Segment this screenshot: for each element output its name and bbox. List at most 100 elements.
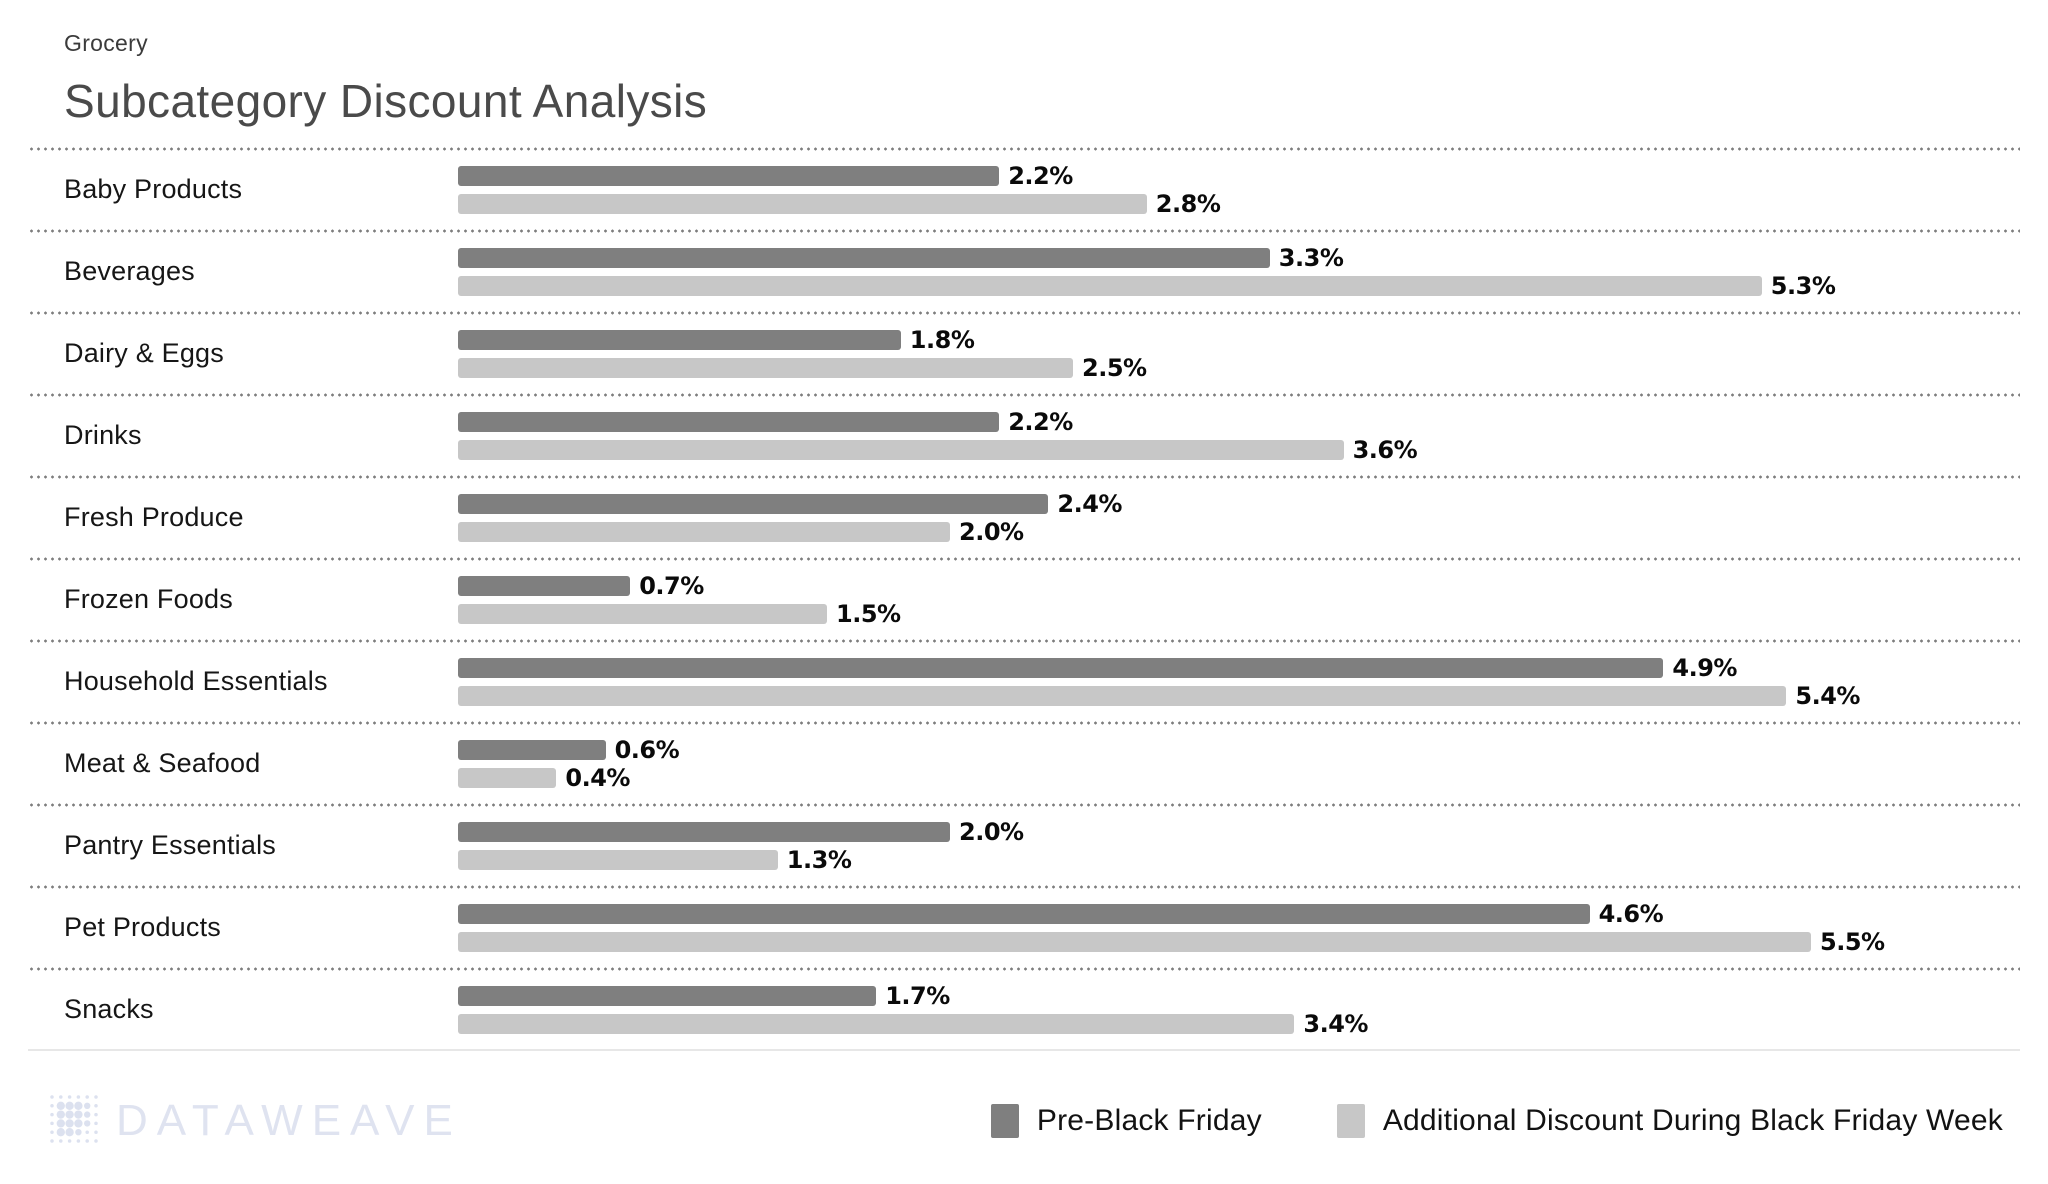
bar-additional-discount bbox=[458, 849, 778, 870]
value-label: 2.8% bbox=[1155, 189, 1221, 218]
category-label: Beverages bbox=[64, 256, 195, 287]
bar-line: 4.9% bbox=[458, 654, 2020, 682]
bar-additional-discount bbox=[458, 603, 827, 624]
bar-group: 1.8% 2.5% bbox=[458, 326, 2020, 382]
value-label: 1.5% bbox=[836, 599, 901, 628]
chart-row: Dairy & Eggs 1.8% 2.5% bbox=[28, 315, 2020, 393]
row-separator bbox=[28, 474, 2020, 479]
row-separator bbox=[28, 884, 2020, 889]
value-label: 5.3% bbox=[1770, 271, 1836, 300]
bar-additional-discount bbox=[458, 357, 1073, 378]
dataweave-wordmark: DATAWEAVE bbox=[116, 1096, 462, 1146]
value-label: 2.0% bbox=[959, 817, 1024, 846]
bar-additional-discount bbox=[458, 193, 1147, 214]
category-label: Pantry Essentials bbox=[64, 830, 276, 861]
bar-line: 2.2% bbox=[458, 162, 2020, 190]
row-separator bbox=[28, 556, 2020, 561]
category-label: Meat & Seafood bbox=[64, 748, 261, 779]
bar-line: 2.4% bbox=[458, 490, 2020, 518]
dataweave-logo: DATAWEAVE bbox=[48, 1093, 462, 1150]
bar-additional-discount bbox=[458, 439, 1344, 460]
bar-line: 4.6% bbox=[458, 900, 2020, 928]
bar-line: 5.5% bbox=[458, 928, 2020, 956]
chart-row: Beverages 3.3% 5.3% bbox=[28, 233, 2020, 311]
row-separator bbox=[28, 228, 2020, 233]
value-label: 2.2% bbox=[1008, 161, 1073, 190]
category-label: Drinks bbox=[64, 420, 142, 451]
bar-group: 2.2% 2.8% bbox=[458, 162, 2020, 218]
row-separator bbox=[28, 146, 2020, 151]
value-label: 5.4% bbox=[1795, 681, 1860, 710]
bar-pre-black-friday bbox=[458, 493, 1049, 514]
bar-pre-black-friday bbox=[458, 329, 901, 350]
bar-pre-black-friday bbox=[458, 247, 1270, 268]
value-label: 4.6% bbox=[1598, 899, 1664, 928]
value-label: 1.8% bbox=[909, 325, 975, 354]
bar-group: 0.6% 0.4% bbox=[458, 736, 2020, 792]
chart-row: Pantry Essentials 2.0% 1.3% bbox=[28, 807, 2020, 885]
category-label: Dairy & Eggs bbox=[64, 338, 224, 369]
chart-subtitle: Grocery bbox=[64, 30, 148, 56]
chart-row: Meat & Seafood 0.6% 0.4% bbox=[28, 725, 2020, 803]
bar-line: 2.5% bbox=[458, 354, 2020, 382]
bar-line: 1.7% bbox=[458, 982, 2020, 1010]
value-label: 0.6% bbox=[614, 735, 680, 764]
category-label: Frozen Foods bbox=[64, 584, 233, 615]
row-separator bbox=[28, 966, 2020, 971]
bar-group: 2.4% 2.0% bbox=[458, 490, 2020, 546]
chart-legend: Pre-Black Friday Additional Discount Dur… bbox=[990, 1104, 2003, 1139]
bar-line: 2.2% bbox=[458, 408, 2020, 436]
bar-line: 5.4% bbox=[458, 682, 2020, 710]
bar-group: 1.7% 3.4% bbox=[458, 982, 2020, 1038]
bar-additional-discount bbox=[458, 767, 557, 788]
legend-item-pre-black-friday: Pre-Black Friday bbox=[990, 1104, 1262, 1139]
value-label: 3.3% bbox=[1278, 243, 1344, 272]
legend-swatch-additional-discount bbox=[1336, 1104, 1365, 1139]
page-title: Subcategory Discount Analysis bbox=[64, 75, 708, 127]
bar-chart: Baby Products 2.2% 2.8% Beverages 3.3% 5.3% Da… bbox=[28, 146, 2020, 1049]
bar-line: 0.7% bbox=[458, 572, 2020, 600]
category-label: Pet Products bbox=[64, 912, 221, 943]
bar-group: 4.6% 5.5% bbox=[458, 900, 2020, 956]
value-label: 3.4% bbox=[1303, 1009, 1368, 1038]
chart-row: Snacks 1.7% 3.4% bbox=[28, 971, 2020, 1049]
value-label: 5.5% bbox=[1820, 927, 1885, 956]
bar-line: 1.8% bbox=[458, 326, 2020, 354]
bar-additional-discount bbox=[458, 521, 950, 542]
bar-pre-black-friday bbox=[458, 821, 950, 842]
chart-header: Grocery Subcategory Discount Analysis bbox=[0, 0, 2048, 128]
chart-row: Baby Products 2.2% 2.8% bbox=[28, 151, 2020, 229]
bar-line: 1.5% bbox=[458, 600, 2020, 628]
category-label: Snacks bbox=[64, 994, 154, 1025]
bar-pre-black-friday bbox=[458, 985, 877, 1006]
legend-label: Additional Discount During Black Friday … bbox=[1382, 1104, 2003, 1138]
bar-line: 0.4% bbox=[458, 764, 2020, 792]
bar-group: 0.7% 1.5% bbox=[458, 572, 2020, 628]
bar-pre-black-friday bbox=[458, 575, 631, 596]
bar-pre-black-friday bbox=[458, 739, 606, 760]
chart-row: Fresh Produce 2.4% 2.0% bbox=[28, 479, 2020, 557]
bar-additional-discount bbox=[458, 275, 1762, 296]
bar-line: 2.0% bbox=[458, 818, 2020, 846]
bar-group: 3.3% 5.3% bbox=[458, 244, 2020, 300]
bar-group: 4.9% 5.4% bbox=[458, 654, 2020, 710]
bar-additional-discount bbox=[458, 931, 1811, 952]
bar-additional-discount bbox=[458, 685, 1787, 706]
value-label: 1.3% bbox=[786, 845, 852, 874]
category-label: Household Essentials bbox=[64, 666, 328, 697]
value-label: 1.7% bbox=[885, 981, 950, 1010]
footer-divider bbox=[28, 1048, 2020, 1051]
chart-row: Drinks 2.2% 3.6% bbox=[28, 397, 2020, 475]
bar-line: 1.3% bbox=[458, 846, 2020, 874]
row-separator bbox=[28, 638, 2020, 643]
value-label: 0.4% bbox=[565, 763, 630, 792]
value-label: 0.7% bbox=[639, 571, 704, 600]
value-label: 4.9% bbox=[1672, 653, 1737, 682]
chart-row: Frozen Foods 0.7% 1.5% bbox=[28, 561, 2020, 639]
bar-group: 2.2% 3.6% bbox=[458, 408, 2020, 464]
bar-pre-black-friday bbox=[458, 903, 1590, 924]
value-label: 2.4% bbox=[1057, 489, 1122, 518]
value-label: 3.6% bbox=[1352, 435, 1418, 464]
dataweave-dots-icon bbox=[48, 1093, 100, 1150]
row-separator bbox=[28, 720, 2020, 725]
